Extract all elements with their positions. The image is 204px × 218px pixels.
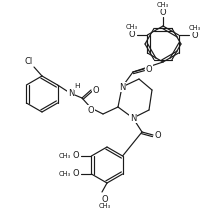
Text: CH₃: CH₃ — [188, 25, 200, 31]
Text: O: O — [128, 29, 134, 39]
Text: O: O — [190, 31, 197, 39]
Text: N: N — [129, 114, 135, 123]
Text: CH₃: CH₃ — [125, 24, 137, 30]
Text: O: O — [92, 85, 99, 94]
Text: Cl: Cl — [25, 56, 33, 65]
Text: CH₃: CH₃ — [58, 153, 70, 159]
Text: CH₃: CH₃ — [58, 171, 70, 177]
Text: O: O — [145, 65, 152, 73]
Text: N: N — [68, 89, 74, 97]
Text: CH₃: CH₃ — [156, 2, 168, 8]
Text: O: O — [72, 170, 78, 179]
Text: O: O — [72, 152, 78, 160]
Text: O: O — [101, 194, 108, 203]
Text: H: H — [74, 83, 79, 89]
Text: N: N — [118, 82, 125, 92]
Text: CH₃: CH₃ — [99, 203, 111, 209]
Text: O: O — [154, 131, 161, 140]
Text: O: O — [87, 106, 94, 114]
Text: O: O — [159, 7, 165, 17]
